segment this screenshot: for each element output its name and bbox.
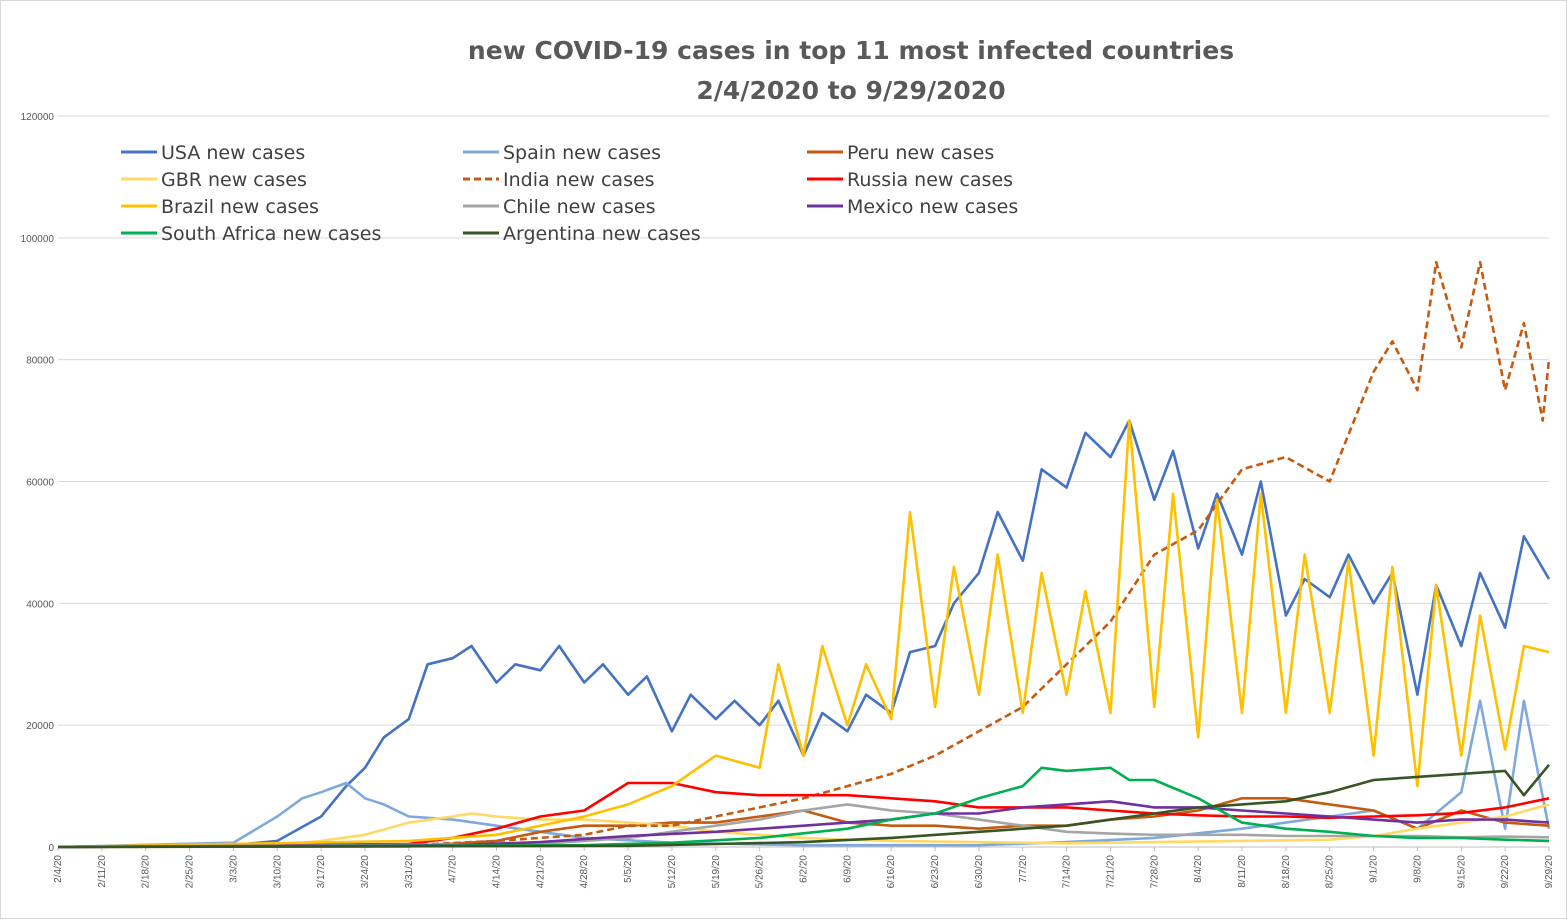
y-tick-label: 120000	[21, 112, 55, 123]
x-tick-label: 4/7/20	[448, 855, 459, 883]
series-line-2	[57, 796, 1550, 849]
y-tick-label: 100000	[21, 234, 55, 245]
x-tick-label: 2/25/20	[185, 855, 196, 889]
x-tick-label: 8/25/20	[1325, 855, 1336, 889]
x-tick-label: 7/28/20	[1149, 855, 1160, 889]
x-tick-label: 6/9/20	[842, 855, 853, 883]
x-tick-label: 5/19/20	[711, 855, 722, 889]
x-tick-label: 3/31/20	[404, 855, 415, 889]
x-tick-label: 7/14/20	[1062, 855, 1073, 889]
series-line-8	[57, 799, 1550, 849]
series-line-10	[57, 763, 1551, 849]
legend-entry: Brazil new cases	[161, 196, 319, 218]
x-tick-label: 8/18/20	[1281, 855, 1292, 889]
chart-subtitle-line: 2/4/2020 to 9/29/2020	[696, 76, 1006, 105]
series-line-0	[57, 419, 1551, 849]
y-tick-label: 20000	[26, 721, 54, 732]
x-tick-label: 5/12/20	[667, 855, 678, 889]
y-tick-label: 40000	[26, 599, 54, 610]
y-tick-label: 80000	[26, 356, 54, 367]
x-tick-label: 6/2/20	[799, 855, 810, 883]
x-tick-label: 6/16/20	[886, 855, 897, 889]
y-tick-label: 0	[48, 843, 54, 854]
x-tick-label: 7/21/20	[1105, 855, 1116, 889]
x-tick-label: 3/3/20	[228, 855, 239, 883]
x-tick-label: 9/29/20	[1544, 855, 1555, 889]
x-tick-label: 9/1/20	[1369, 855, 1380, 883]
x-tick-label: 2/18/20	[141, 855, 152, 889]
x-tick-label: 4/14/20	[492, 855, 503, 889]
series-line-9	[57, 766, 1550, 849]
x-tick-label: 6/23/20	[930, 855, 941, 889]
x-tick-label: 9/15/20	[1456, 855, 1467, 889]
x-tick-label: 3/24/20	[360, 855, 371, 889]
series-line-4	[57, 260, 1551, 849]
chart-title-line: new COVID-19 cases in top 11 most infect…	[467, 36, 1235, 65]
legend-entry: Argentina new cases	[503, 223, 701, 245]
x-tick-label: 3/10/20	[272, 855, 283, 889]
legend-entry: GBR new cases	[161, 169, 307, 191]
legend-entry: Peru new cases	[847, 142, 994, 164]
x-tick-label: 4/21/20	[535, 855, 546, 889]
legend-entry: Chile new cases	[503, 196, 655, 218]
legend-entry: Spain new cases	[503, 142, 661, 164]
legend-entry: India new cases	[503, 169, 655, 191]
x-tick-label: 6/30/20	[974, 855, 985, 889]
legend-entry: Russia new cases	[847, 169, 1013, 191]
x-tick-label: 5/26/20	[755, 855, 766, 889]
x-tick-label: 8/4/20	[1193, 855, 1204, 883]
legend-entry: USA new cases	[161, 142, 305, 164]
legend-entry: Mexico new cases	[847, 196, 1018, 218]
x-tick-label: 7/7/20	[1018, 855, 1029, 883]
series-line-6	[57, 419, 1550, 849]
x-tick-label: 9/8/20	[1412, 855, 1423, 883]
x-tick-label: 2/11/20	[97, 855, 108, 888]
x-tick-label: 3/17/20	[316, 855, 327, 889]
x-tick-label: 9/22/20	[1500, 855, 1511, 889]
x-tick-label: 2/4/20	[53, 855, 64, 883]
chart-title: new COVID-19 cases in top 11 most infect…	[1, 31, 1567, 111]
legend-entry: South Africa new cases	[161, 223, 381, 245]
x-tick-label: 8/11/20	[1237, 855, 1248, 888]
x-tick-label: 5/5/20	[623, 855, 634, 883]
y-tick-label: 60000	[26, 478, 54, 489]
x-tick-label: 4/28/20	[579, 855, 590, 889]
